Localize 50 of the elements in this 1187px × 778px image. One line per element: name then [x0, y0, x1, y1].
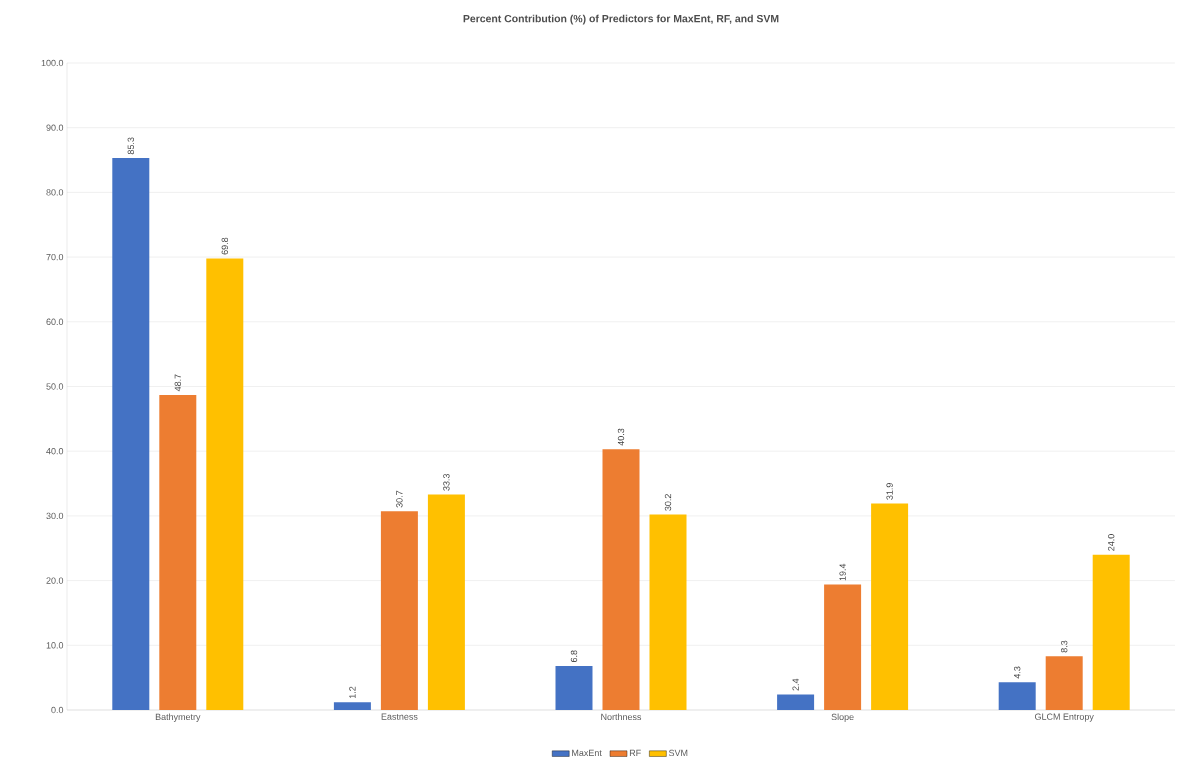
y-tick-label: 70.0	[46, 253, 64, 261]
data-label: 6.8	[570, 650, 578, 663]
data-label: 85.3	[127, 137, 134, 155]
x-tick-label: Slope	[831, 713, 854, 722]
data-label: 30.7	[396, 490, 403, 508]
y-tick-label: 0.0	[51, 706, 64, 714]
data-label: 31.9	[886, 483, 893, 500]
y-tick-label: 60.0	[46, 318, 64, 325]
bar	[649, 514, 687, 710]
bar	[380, 511, 418, 710]
bar	[871, 503, 909, 710]
x-tick-label: Northness	[601, 713, 642, 721]
y-tick-label: 10.0	[46, 642, 64, 649]
data-label: 2.4	[792, 678, 799, 691]
data-label: 4.3	[1014, 666, 1021, 679]
x-tick-label: GLCM Entropy	[1035, 713, 1094, 722]
bar	[1045, 656, 1083, 710]
data-label: 24.0	[1108, 534, 1115, 551]
bar	[427, 494, 465, 710]
bar	[159, 394, 197, 710]
data-label: 40.3	[617, 428, 625, 446]
data-label: 33.3	[443, 473, 450, 491]
data-label: 1.2	[349, 686, 356, 699]
legend-label: MaxEnt	[572, 749, 602, 757]
y-tick-label: 100.0	[41, 59, 64, 67]
y-tick-label: 20.0	[46, 577, 64, 584]
data-label: 19.4	[839, 563, 846, 581]
bar	[112, 158, 150, 710]
bar	[777, 694, 815, 710]
y-tick-label: 90.0	[46, 124, 64, 131]
x-tick-label: Eastness	[381, 713, 418, 720]
data-label: 8.3	[1061, 640, 1068, 653]
bar	[824, 584, 862, 710]
bar	[333, 702, 371, 710]
data-label: 69.8	[221, 237, 228, 255]
y-tick-label: 50.0	[46, 383, 64, 390]
data-label: 30.2	[664, 494, 672, 511]
bar	[1092, 554, 1130, 710]
y-tick-label: 30.0	[46, 512, 64, 520]
y-tick-label: 80.0	[46, 189, 64, 196]
legend-label: RF	[629, 749, 641, 756]
y-tick-label: 40.0	[46, 448, 64, 455]
chart-title: Percent Contribution (%) of Predictors for MaxEnt, RF, and SVM	[463, 14, 779, 25]
data-label: 48.7	[174, 374, 181, 392]
legend-label: SVM	[668, 749, 688, 757]
x-tick-label: Bathymetry	[155, 713, 201, 722]
bar	[602, 449, 640, 710]
bar	[206, 258, 244, 710]
bar	[998, 682, 1036, 710]
bar	[555, 666, 593, 710]
